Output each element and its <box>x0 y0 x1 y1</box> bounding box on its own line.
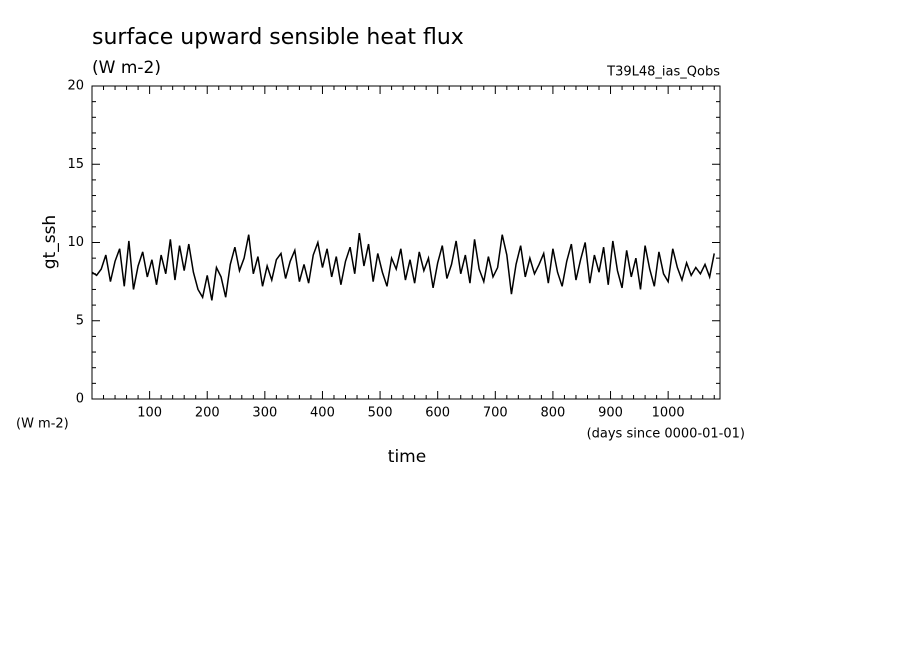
x-tick-label: 700 <box>483 406 508 421</box>
x-tick-label: 1000 <box>652 406 685 421</box>
x-tick-label: 400 <box>310 406 335 421</box>
y-tick-label: 15 <box>67 157 84 172</box>
x-tick-label: 500 <box>368 406 393 421</box>
x-tick-label: 200 <box>195 406 220 421</box>
x-tick-label: 800 <box>541 406 566 421</box>
y-units: (W m-2) <box>16 417 69 432</box>
annotation: T39L48_ias_Qobs <box>606 65 720 80</box>
x-tick-label: 900 <box>598 406 623 421</box>
y-tick-label: 5 <box>76 313 84 328</box>
x-axis-label: time <box>388 447 426 467</box>
y-axis-label: gt_ssh <box>40 215 60 269</box>
x-units: (days since 0000-01-01) <box>587 427 745 442</box>
chart-subtitle: (W m-2) <box>92 58 161 78</box>
chart-title: surface upward sensible heat flux <box>92 25 464 50</box>
y-tick-label: 20 <box>67 79 84 94</box>
data-line <box>91 233 715 301</box>
y-tick-label: 0 <box>76 392 84 407</box>
x-tick-label: 300 <box>252 406 277 421</box>
x-tick-label: 600 <box>425 406 450 421</box>
x-tick-label: 100 <box>137 406 162 421</box>
y-tick-label: 10 <box>67 235 84 250</box>
